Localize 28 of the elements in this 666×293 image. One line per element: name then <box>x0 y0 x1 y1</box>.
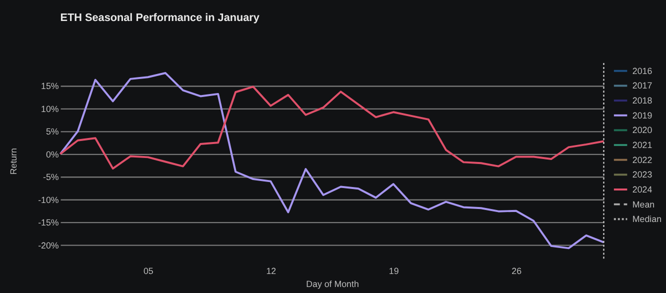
chart-title: ETH Seasonal Performance in January <box>60 12 260 24</box>
line-series <box>59 72 605 250</box>
legend-label: 2020 <box>632 125 652 136</box>
x-tick-label: 19 <box>388 266 399 276</box>
legend-label: 2023 <box>632 170 652 180</box>
y-tick-label: 5% <box>46 126 59 137</box>
y-tick-label: 10% <box>41 104 59 114</box>
y-tick-label: -5% <box>42 172 59 182</box>
y-axis-title: Return <box>8 148 18 175</box>
legend-label: 2017 <box>632 80 652 91</box>
y-tick-label: -10% <box>38 194 59 205</box>
x-axis-title: Day of Month <box>306 278 359 289</box>
x-tick-label: 05 <box>143 266 154 276</box>
legend-label: Mean <box>632 199 655 210</box>
y-tick-label: -15% <box>38 218 59 228</box>
line-series <box>59 86 605 170</box>
legend-label: Median <box>632 214 662 224</box>
legend-label: 2024 <box>632 184 652 194</box>
x-tick-label: 26 <box>512 266 522 276</box>
legend-label: 2016 <box>632 66 652 76</box>
y-tick-label: -20% <box>38 240 59 250</box>
legend-label: 2018 <box>632 96 652 106</box>
legend-label: 2019 <box>632 110 652 120</box>
legend-label: 2022 <box>632 154 652 165</box>
legend-label: 2021 <box>632 140 652 150</box>
x-tick-label: 12 <box>266 266 276 276</box>
y-tick-label: 0% <box>46 149 59 160</box>
y-tick-label: 15% <box>41 81 59 92</box>
